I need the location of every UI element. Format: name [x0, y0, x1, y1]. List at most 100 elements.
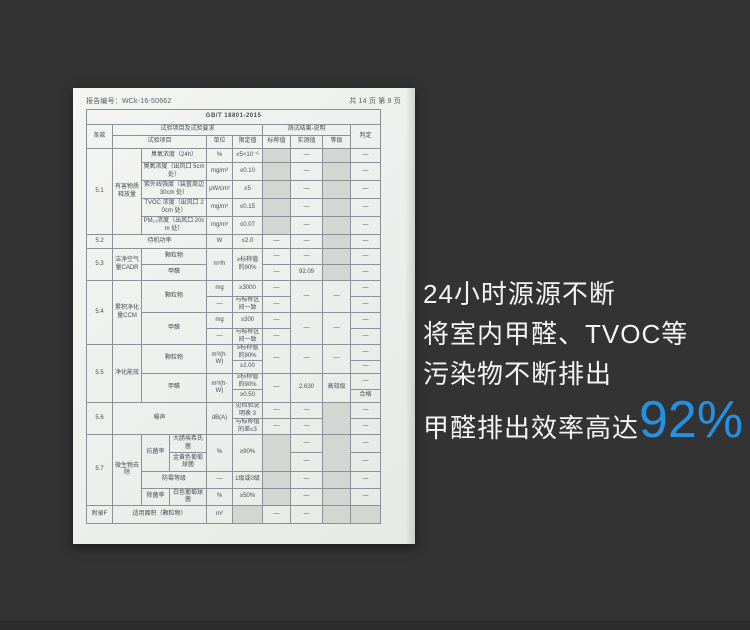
measured-cell: — — [290, 248, 323, 265]
unit-cell: — — [206, 471, 233, 489]
nominal-cell: — — [262, 373, 291, 403]
judge-cell: — — [349, 216, 382, 235]
nominal-cell — [262, 198, 291, 217]
limit-cell: ≥2.00 — [232, 360, 263, 374]
limit-cell: ≤0.15 — [232, 198, 263, 217]
efficiency-value: 92% — [639, 391, 744, 449]
unit-cell: dB(A) — [206, 402, 233, 435]
judge-cell: — — [349, 198, 382, 217]
limit-cell: ≤5 — [232, 180, 263, 199]
grade-cell — [322, 148, 351, 163]
unit-cell: W — [206, 234, 233, 249]
nominal-cell — [262, 434, 291, 472]
measured-cell: — — [290, 280, 323, 313]
grade-cell — [322, 264, 351, 281]
limit-cell: 见检验说明表 3 — [232, 402, 263, 419]
judge-cell: — — [349, 296, 382, 313]
marketing-caption: 24小时源源不断 将室内甲醛、TVOC等 污染物不断排出 甲醛排出效率高达 92… — [423, 274, 743, 448]
clause-5-5: 5.5 — [86, 344, 113, 403]
limit-cell — [232, 505, 263, 524]
category-microbial: 微生物去除 — [112, 434, 142, 506]
grade-cell — [322, 488, 351, 506]
nominal-cell — [262, 216, 291, 235]
judge-cell: — — [349, 471, 382, 489]
unit-cell: μW/cm² — [206, 180, 233, 199]
item-uv-intensity: 紫外线强度（装置周边 30cm 处） — [141, 180, 207, 199]
measured-cell: — — [290, 148, 323, 163]
judge-cell: — — [349, 280, 382, 297]
item-pm10: PM₁₀浓度（出风口 20cm 处） — [141, 216, 207, 235]
judge-cell: — — [349, 312, 382, 329]
clause-5-1: 5.1 — [86, 148, 113, 235]
judge-cell: — — [349, 488, 382, 506]
nominal-cell — [262, 488, 291, 506]
judge-cell: — — [349, 434, 382, 453]
limit-cell: 与标称区间一致 — [232, 296, 263, 313]
measured-cell: — — [290, 312, 323, 345]
nominal-cell: — — [262, 248, 291, 265]
judge-cell: — — [349, 148, 382, 163]
caption-line-1: 24小时源源不断 — [423, 279, 616, 309]
nominal-cell: — — [262, 296, 291, 313]
unit-cell: % — [206, 434, 233, 472]
judge-cell: — — [349, 234, 382, 249]
grade-cell — [322, 505, 351, 524]
item-mould-grade: 防霉等级 — [141, 471, 207, 489]
measured-cell: — — [290, 402, 323, 419]
clause-5-6: 5.6 — [86, 402, 113, 435]
eff-formaldehyde-measured: 2.630 — [290, 373, 323, 403]
measured-cell: — — [290, 234, 323, 249]
unit-cell: m² — [206, 505, 233, 524]
unit-cell: — — [206, 328, 233, 345]
test-results-table: GB/T 18801-2015 条款 试验项目及试验要求 测试结果-说明 判定 … — [85, 109, 382, 524]
header-unit: 单位 — [206, 135, 233, 149]
header-results: 测试结果-说明 — [262, 124, 351, 136]
grade-cell — [322, 216, 351, 235]
measured-cell: — — [290, 505, 323, 524]
grade-cell — [322, 234, 351, 249]
eff-formaldehyde-grade: 高效级 — [322, 373, 351, 403]
nominal-cell: — — [262, 402, 291, 419]
category-cadr: 洁净空气量CADR — [112, 248, 142, 281]
judge-cell: — — [349, 360, 382, 374]
unit-cell: m³/(h·W) — [206, 344, 233, 374]
caption-line-4-text: 甲醛排出效率高达 — [423, 413, 640, 443]
judge-cell: — — [349, 328, 382, 345]
nominal-cell: — — [262, 505, 291, 524]
header-nominal: 标称值 — [262, 135, 291, 149]
header-item: 试验项目 — [112, 135, 207, 149]
unit-cell: % — [206, 148, 233, 163]
measured-cell: — — [290, 162, 323, 181]
nominal-cell — [262, 180, 291, 199]
document-header: 报告编号：WCk-16-50662 共 14 页 第 9 页 — [86, 96, 401, 106]
judge-cell: — — [349, 264, 382, 281]
category-5-1: 有害物质释放量 — [112, 148, 142, 235]
limit-cell: ≥标称值的90% — [232, 373, 263, 390]
measured-cell: — — [290, 216, 323, 235]
limit-cell: ≥300 — [232, 312, 263, 329]
header-clause: 条款 — [86, 124, 113, 149]
item-sterilization-rate: 除菌率 — [141, 488, 170, 506]
grade-cell — [322, 471, 351, 489]
standard-title: GB/T 18801-2015 — [85, 109, 382, 125]
clause-5-7: 5.7 — [86, 434, 113, 506]
clause-5-2: 5.2 — [86, 234, 113, 249]
cadr-formaldehyde-measured: 92.09 — [290, 264, 323, 281]
grade-cell — [322, 402, 351, 435]
item-cadr-formaldehyde: 甲醛 — [141, 264, 207, 281]
caption-line-3: 污染物不断排出 — [423, 359, 613, 389]
limit-cell: ≤5×10⁻⁶ — [232, 148, 263, 163]
limit-cell: ≥50% — [232, 488, 263, 506]
judge-cell: — — [349, 418, 382, 435]
nominal-cell: — — [262, 418, 291, 435]
measured-cell: — — [290, 434, 323, 453]
limit-cell: ≥标称值的90% — [232, 248, 263, 281]
limit-cell: ≥标称值的90% — [232, 344, 263, 361]
item-ccm-formaldehyde: 甲醛 — [141, 312, 207, 345]
nominal-cell: — — [262, 312, 291, 329]
unit-cell: m³/(h·W) — [206, 373, 233, 403]
category-ccm: 累积净化量CCM — [112, 280, 142, 345]
grade-cell: — — [322, 280, 351, 313]
grade-cell — [322, 180, 351, 199]
